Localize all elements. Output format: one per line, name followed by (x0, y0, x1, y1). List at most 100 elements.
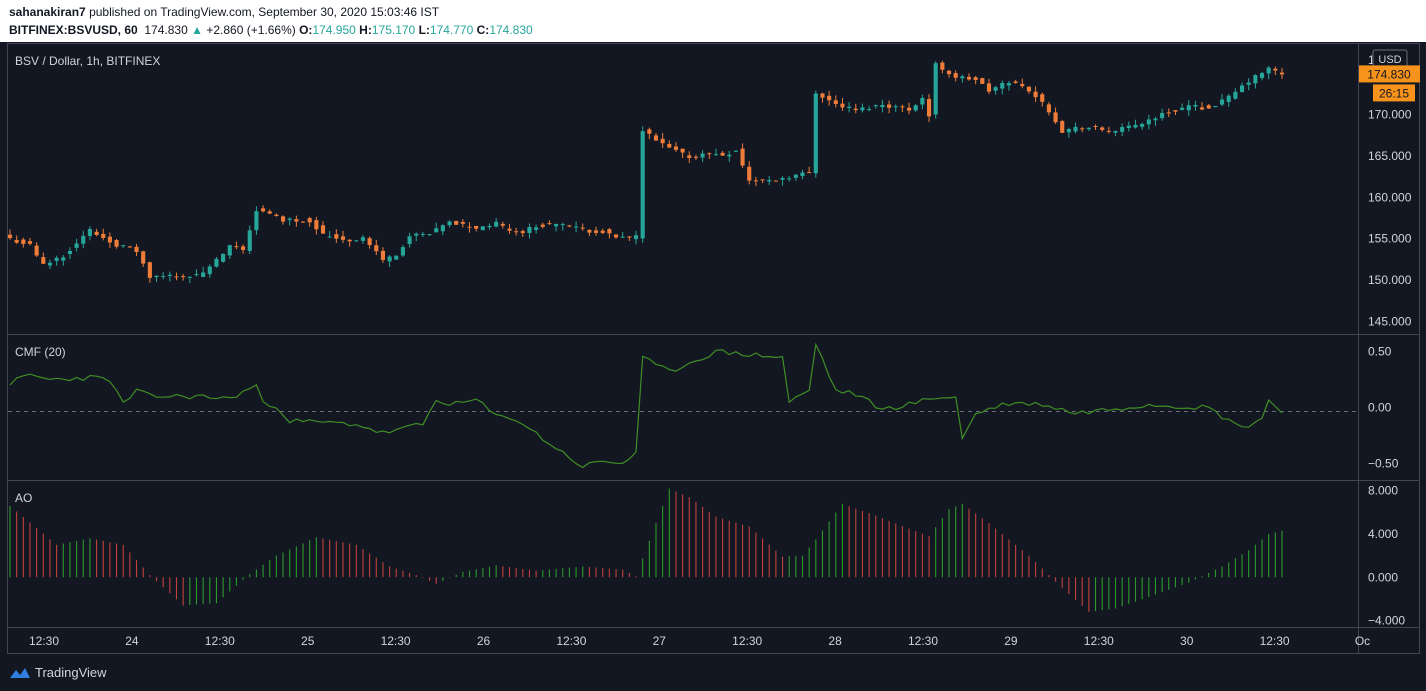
close-label: C: (476, 23, 490, 37)
cmf-line (9, 342, 1283, 469)
candle-body (747, 166, 752, 181)
time-tick-label: 12:30 (732, 634, 762, 648)
candle-body (780, 177, 785, 180)
chart-frame (7, 43, 1420, 654)
candle-body (1066, 128, 1071, 133)
candle-body (320, 225, 326, 234)
candle-body (267, 211, 272, 214)
candle-body (500, 223, 505, 226)
candle-body (387, 256, 392, 262)
tradingview-logo-icon (10, 667, 30, 678)
candle-body (7, 234, 13, 239)
ao-tick-label: 0.000 (1368, 570, 1398, 584)
candle-body (760, 179, 765, 181)
candle-body (420, 233, 425, 235)
open-label: O: (299, 23, 313, 37)
ao-axis[interactable]: 8.000 4.000 0.000 −4.000 (1368, 484, 1405, 628)
price-axis[interactable]: 145.000 150.000 155.000 160.000 165.000 170.0… (1368, 66, 1412, 329)
candle-body (567, 225, 572, 227)
candle-body (793, 174, 798, 178)
time-tick-label: 12:30 (908, 634, 938, 648)
candle-body (427, 234, 432, 236)
candle-body (134, 246, 139, 253)
time-axis[interactable]: 12:30 24 12:30 25 12:30 26 12:30 27 12:30 28 12:30… (29, 634, 1370, 648)
price-tick-label: 150.000 (1368, 273, 1412, 287)
candle-body (740, 148, 745, 166)
candle-body (287, 218, 292, 221)
cmf-series (9, 342, 1283, 469)
candle-body (480, 226, 485, 231)
tradingview-logo[interactable]: TradingView (9, 665, 107, 680)
candle-body (1213, 106, 1218, 108)
last-price: 174.830 (144, 23, 188, 37)
candle-body (514, 231, 519, 233)
author-name[interactable]: sahanakiran7 (9, 5, 86, 19)
candle-body (1146, 119, 1151, 125)
candle-body (21, 239, 26, 244)
candle-body (1239, 85, 1245, 92)
candle-body (520, 231, 525, 234)
ao-tick-label: 4.000 (1368, 527, 1398, 541)
candle-body (1093, 126, 1098, 128)
candle-body (660, 138, 665, 144)
candle-body (1073, 126, 1078, 132)
candle-body (1040, 94, 1045, 102)
cmf-tick-label: 0.50 (1368, 345, 1392, 359)
countdown-text: 26:15 (1379, 86, 1409, 100)
tradingview-brand: TradingView (35, 665, 107, 680)
candle-body (653, 135, 659, 141)
candle-body (1219, 99, 1225, 105)
price-tick-label: 170.000 (1368, 107, 1412, 121)
candle-body (447, 221, 452, 226)
candle-body (1060, 121, 1065, 133)
candle-body (1259, 73, 1265, 79)
candle-body (27, 241, 33, 244)
time-tick-label: 24 (125, 634, 139, 648)
candle-body (1166, 112, 1171, 114)
candle-body (833, 100, 838, 105)
candle-body (840, 103, 845, 108)
candle-body (700, 153, 705, 158)
candle-body (214, 258, 219, 267)
candle-body (847, 106, 852, 109)
price-axis-top-tick: 1 (1368, 53, 1375, 67)
currency-label[interactable]: USD (1378, 54, 1401, 66)
candle-body (993, 87, 998, 91)
candle-body (247, 230, 252, 251)
candle-body (161, 275, 166, 277)
candle-body (280, 216, 286, 222)
time-tick-label: 12:30 (381, 634, 411, 648)
candle-body (494, 221, 499, 227)
candle-body (1160, 113, 1165, 119)
chart-area[interactable]: BSV / Dollar, 1h, BITFINEX CMF (20) AO 1… (0, 42, 1426, 655)
candle-body (1253, 75, 1258, 84)
candle-body (14, 239, 19, 243)
cmf-axis[interactable]: 0.50 0.00 −0.50 (1368, 345, 1399, 471)
low-value: 174.770 (429, 23, 474, 37)
cmf-tick-label: 0.00 (1368, 401, 1392, 415)
high-value: 175.170 (371, 23, 416, 37)
candle-body (261, 208, 266, 212)
candle-body (946, 70, 952, 75)
candle-body (1120, 127, 1125, 132)
candle-body (787, 178, 792, 180)
candle-body (673, 146, 679, 150)
candle-body (1053, 112, 1058, 123)
candle-body (367, 238, 372, 246)
price-tick-label: 165.000 (1368, 149, 1412, 163)
candle-body (67, 250, 73, 255)
candle-body (713, 154, 718, 156)
time-tick-label: 29 (1004, 634, 1018, 648)
price-tick-label: 145.000 (1368, 315, 1412, 329)
candle-body (474, 225, 479, 229)
candle-body (933, 63, 938, 115)
price-pane-title: BSV / Dollar, 1h, BITFINEX (15, 54, 160, 68)
candle-body (973, 77, 978, 81)
chart-background (0, 42, 1426, 655)
candle-body (141, 251, 146, 264)
ohlc-line: BITFINEX:BSVUSD, 60 174.830 ▲ +2.860 (+1… (9, 23, 533, 37)
change-arrow-icon: ▲ (191, 23, 203, 37)
candle-body (887, 104, 892, 108)
candle-body (414, 233, 419, 236)
candle-body (1206, 105, 1211, 109)
